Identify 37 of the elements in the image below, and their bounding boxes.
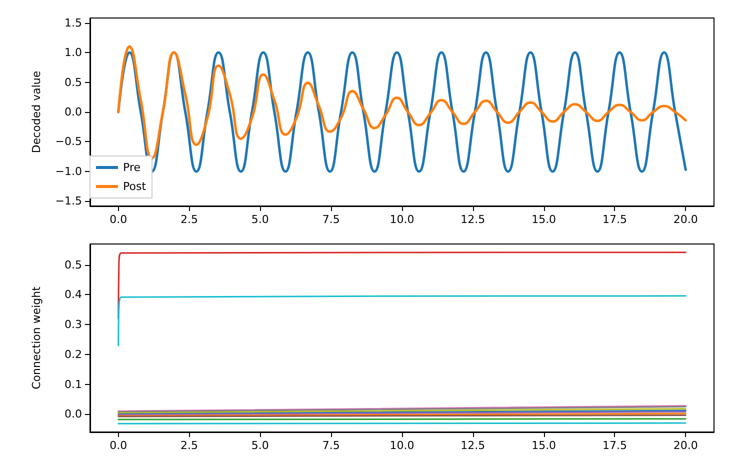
y-tick-label: −0.5 xyxy=(55,135,82,148)
x-tick-label: 5.0 xyxy=(251,213,269,226)
x-tick-label: 12.5 xyxy=(460,439,486,452)
x-tick-label: 2.5 xyxy=(180,213,198,226)
y-tick-label: 0.5 xyxy=(64,258,82,272)
y-tick-label: 0.4 xyxy=(64,288,82,302)
x-tick-label: 12.5 xyxy=(460,213,486,226)
y-axis-title: Decoded value xyxy=(30,70,43,154)
x-tick-label: 20.0 xyxy=(673,213,698,226)
x-tick-label: 17.5 xyxy=(602,439,627,452)
x-tick-label: 17.5 xyxy=(602,213,627,226)
x-tick-label: 7.5 xyxy=(322,439,340,452)
y-tick-label: 0.5 xyxy=(64,76,82,89)
y-tick-label: 1.0 xyxy=(64,46,82,60)
x-tick-label: 15.0 xyxy=(532,439,556,452)
x-tick-label: 7.5 xyxy=(322,213,340,226)
x-tick-label: 15.0 xyxy=(532,213,556,226)
x-tick-label: 0.0 xyxy=(110,439,128,452)
x-tick-label: 20.0 xyxy=(673,439,698,452)
y-tick-label: −1.0 xyxy=(55,164,82,178)
x-tick-label: 2.5 xyxy=(180,439,198,452)
y-tick-label: 0.3 xyxy=(64,318,82,332)
y-tick-label: 0.0 xyxy=(64,106,82,118)
x-tick-label: 10.0 xyxy=(390,213,414,226)
y-tick-label: 1.5 xyxy=(64,16,82,30)
legend-label: Pre xyxy=(123,161,141,174)
y-tick-label: 0.1 xyxy=(64,378,82,391)
y-tick-label: 0.2 xyxy=(64,348,82,361)
line-series xyxy=(118,295,686,346)
x-tick-label: 10.0 xyxy=(390,439,414,452)
legend-label: Post xyxy=(123,180,147,193)
y-tick-label: −1.5 xyxy=(55,194,82,208)
line-series xyxy=(118,252,686,320)
x-tick-label: 0.0 xyxy=(110,213,128,226)
x-tick-label: 5.0 xyxy=(251,439,269,452)
y-axis-title: Connection weight xyxy=(30,286,43,390)
y-tick-label: 0.0 xyxy=(64,408,82,421)
